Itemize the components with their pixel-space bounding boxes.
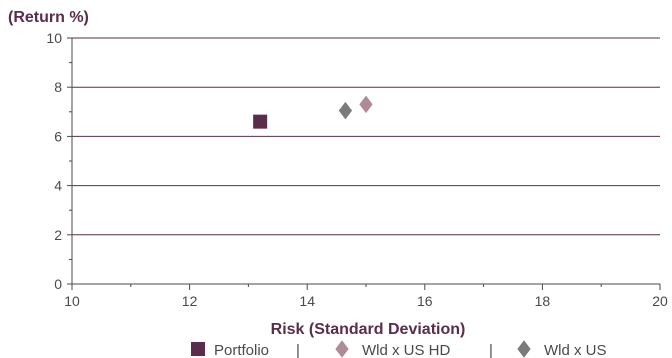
data-points — [253, 95, 373, 129]
y-tick-label: 2 — [54, 227, 62, 243]
legend: Portfolio Wld x US HD Wld x US | | — [191, 340, 607, 358]
y-tick-labels: 0 2 4 6 8 10 — [46, 30, 62, 292]
legend-separator: | — [489, 342, 493, 358]
point-portfolio — [253, 114, 268, 129]
y-tick-label: 0 — [54, 276, 62, 292]
x-tick-label: 18 — [535, 293, 551, 309]
point-wld-x-us — [338, 101, 353, 120]
x-tick-label: 14 — [299, 293, 315, 309]
x-tick-label: 10 — [64, 293, 80, 309]
legend-marker-wld-x-us-hd — [335, 340, 349, 358]
axes — [67, 37, 661, 290]
x-axis-title: Risk (Standard Deviation) — [271, 321, 466, 338]
y-axis-title: (Return %) — [8, 9, 89, 26]
x-tick-label: 16 — [417, 293, 433, 309]
y-tick-label: 4 — [54, 178, 62, 194]
legend-marker-portfolio — [191, 342, 205, 356]
legend-label-wld-x-us-hd: Wld x US HD — [362, 342, 451, 358]
legend-label-wld-x-us: Wld x US — [544, 342, 607, 358]
y-tick-label: 10 — [46, 30, 62, 46]
point-wld-x-us-hd — [359, 95, 373, 114]
legend-separator: | — [296, 342, 300, 358]
y-tick-label: 6 — [54, 128, 62, 144]
legend-marker-wld-x-us — [517, 340, 531, 358]
legend-label-portfolio: Portfolio — [214, 342, 269, 358]
grid-lines — [72, 37, 660, 236]
y-tick-label: 8 — [54, 79, 62, 95]
x-tick-label: 20 — [652, 293, 668, 309]
x-tick-labels: 10 12 14 16 18 20 — [64, 293, 668, 309]
x-tick-label: 12 — [182, 293, 198, 309]
